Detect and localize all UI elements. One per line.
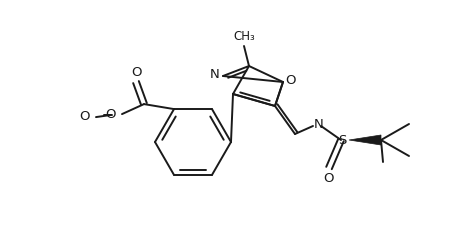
Text: O: O (131, 66, 141, 78)
Text: O: O (286, 74, 296, 86)
Text: N: N (210, 67, 220, 81)
Text: CH₃: CH₃ (233, 30, 255, 43)
Text: N: N (314, 118, 324, 130)
Polygon shape (349, 135, 381, 145)
Text: O: O (324, 172, 334, 184)
Text: O: O (106, 108, 116, 121)
Text: S: S (338, 134, 346, 148)
Text: O: O (79, 110, 89, 123)
